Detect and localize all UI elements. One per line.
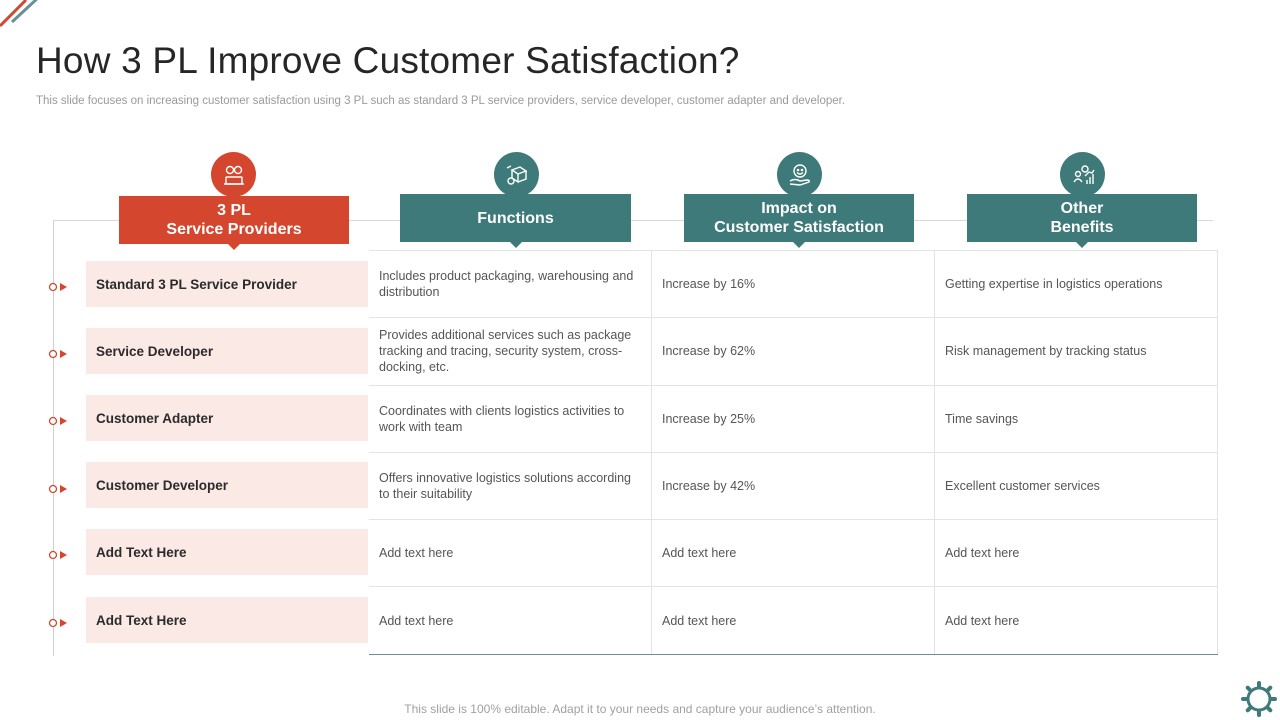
smile-hand-icon: [777, 152, 822, 197]
page-subtitle: This slide focuses on increasing custome…: [36, 95, 846, 107]
timeline-marker-icon: [48, 349, 67, 359]
impact-cell: Add text here: [652, 520, 935, 587]
timeline-marker-icon: [48, 618, 67, 628]
benefits-cell: Getting expertise in logistics operation…: [935, 251, 1218, 318]
header-impact: Impact on Customer Satisfaction: [684, 194, 914, 248]
table-row: Provides additional services such as pac…: [369, 318, 1218, 386]
benefits-cell: Add text here: [935, 520, 1218, 587]
table-row: Offers innovative logistics solutions ac…: [369, 452, 1218, 521]
timeline-marker-icon: [48, 416, 67, 426]
header-line1: Impact on: [761, 200, 837, 217]
benefits-cell: Excellent customer services: [935, 452, 1218, 520]
header-caret: [793, 242, 805, 248]
impact-cell: Increase by 25%: [652, 385, 935, 452]
impact-cell: Add text here: [652, 587, 935, 654]
functions-cell: Add text here: [369, 587, 652, 654]
people-growth-icon: [1060, 152, 1105, 197]
header-service-providers: 3 PL Service Providers: [119, 196, 349, 250]
impact-cell: Increase by 42%: [652, 452, 935, 520]
header-line1: Functions: [477, 209, 554, 227]
delivery-box-icon: [494, 152, 539, 197]
header-line2: Benefits: [1050, 219, 1114, 236]
table-row: Add text here Add text here Add text her…: [369, 587, 1218, 655]
functions-cell: Offers innovative logistics solutions ac…: [369, 452, 652, 520]
data-table: Includes product packaging, warehousing …: [369, 250, 1218, 655]
header-caret: [509, 242, 522, 248]
table-row: Coordinates with clients logistics activ…: [369, 385, 1218, 453]
header-line1: 3 PL: [217, 202, 251, 219]
timeline-marker-icon: [48, 282, 67, 292]
header-line2: Customer Satisfaction: [714, 219, 884, 236]
impact-cell: Increase by 62%: [652, 318, 935, 385]
timeline-marker-icon: [48, 484, 67, 494]
table-row: Includes product packaging, warehousing …: [369, 251, 1218, 319]
header-caret: [1076, 242, 1088, 248]
worker-icon: [211, 152, 256, 197]
benefits-cell: Time savings: [935, 385, 1218, 452]
page-title: How 3 PL Improve Customer Satisfaction?: [36, 40, 740, 81]
table-row: Add text here Add text here Add text her…: [369, 520, 1218, 588]
row-label: Customer Adapter: [86, 395, 368, 441]
benefits-cell: Add text here: [935, 587, 1218, 654]
header-line1: Other: [1060, 200, 1104, 217]
header-caret: [228, 244, 240, 250]
header-line2: Service Providers: [166, 221, 302, 238]
functions-cell: Add text here: [369, 520, 652, 587]
functions-cell: Provides additional services such as pac…: [369, 318, 652, 385]
row-label: Add Text Here: [86, 529, 368, 575]
header-connector-line: [53, 220, 1213, 221]
functions-cell: Includes product packaging, warehousing …: [369, 251, 652, 318]
corner-stripes-decoration: [0, 0, 38, 28]
gear-icon[interactable]: [1240, 680, 1278, 718]
row-label: Customer Developer: [86, 462, 368, 508]
row-label: Add Text Here: [86, 597, 368, 643]
timeline-line: [53, 220, 54, 656]
functions-cell: Coordinates with clients logistics activ…: [369, 385, 652, 452]
impact-cell: Increase by 16%: [652, 251, 935, 318]
benefits-cell: Risk management by tracking status: [935, 318, 1218, 385]
row-label: Standard 3 PL Service Provider: [86, 261, 368, 307]
header-functions: Functions: [400, 194, 631, 248]
timeline-marker-icon: [48, 550, 67, 560]
header-other-benefits: Other Benefits: [967, 194, 1197, 248]
row-label: Service Developer: [86, 328, 368, 374]
footer-note: This slide is 100% editable. Adapt it to…: [404, 702, 876, 716]
